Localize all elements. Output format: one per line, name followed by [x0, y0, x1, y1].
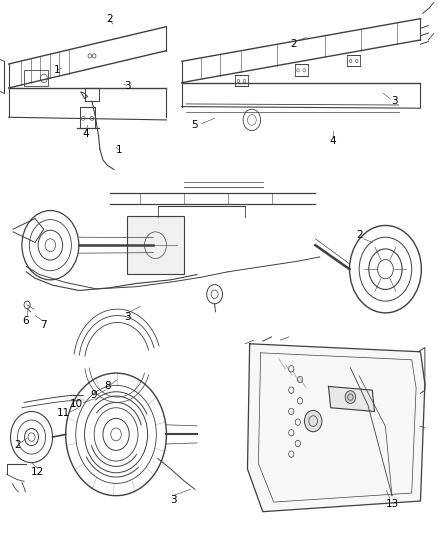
Circle shape: [304, 410, 322, 432]
Text: 13: 13: [385, 499, 399, 508]
Text: 3: 3: [170, 495, 177, 505]
Text: 5: 5: [191, 120, 198, 130]
Text: 3: 3: [391, 96, 398, 106]
Text: 2: 2: [356, 230, 363, 239]
Text: 1: 1: [116, 146, 123, 155]
Text: 2: 2: [14, 440, 21, 450]
Circle shape: [345, 391, 356, 403]
Text: 7: 7: [39, 320, 46, 330]
Bar: [127, 216, 184, 274]
Text: 3: 3: [124, 312, 131, 322]
Text: 11: 11: [57, 408, 70, 418]
Text: 1: 1: [53, 66, 60, 75]
Text: 2: 2: [290, 39, 297, 49]
Text: 10: 10: [70, 399, 83, 409]
Text: 9: 9: [91, 391, 98, 400]
Text: 2: 2: [106, 14, 113, 24]
Polygon shape: [247, 344, 425, 512]
Text: 3: 3: [124, 82, 131, 91]
Text: 4: 4: [82, 130, 89, 139]
Text: 12: 12: [31, 467, 44, 477]
Text: 6: 6: [22, 316, 29, 326]
Polygon shape: [328, 386, 374, 411]
Text: 4: 4: [329, 136, 336, 146]
Text: 8: 8: [104, 382, 111, 391]
